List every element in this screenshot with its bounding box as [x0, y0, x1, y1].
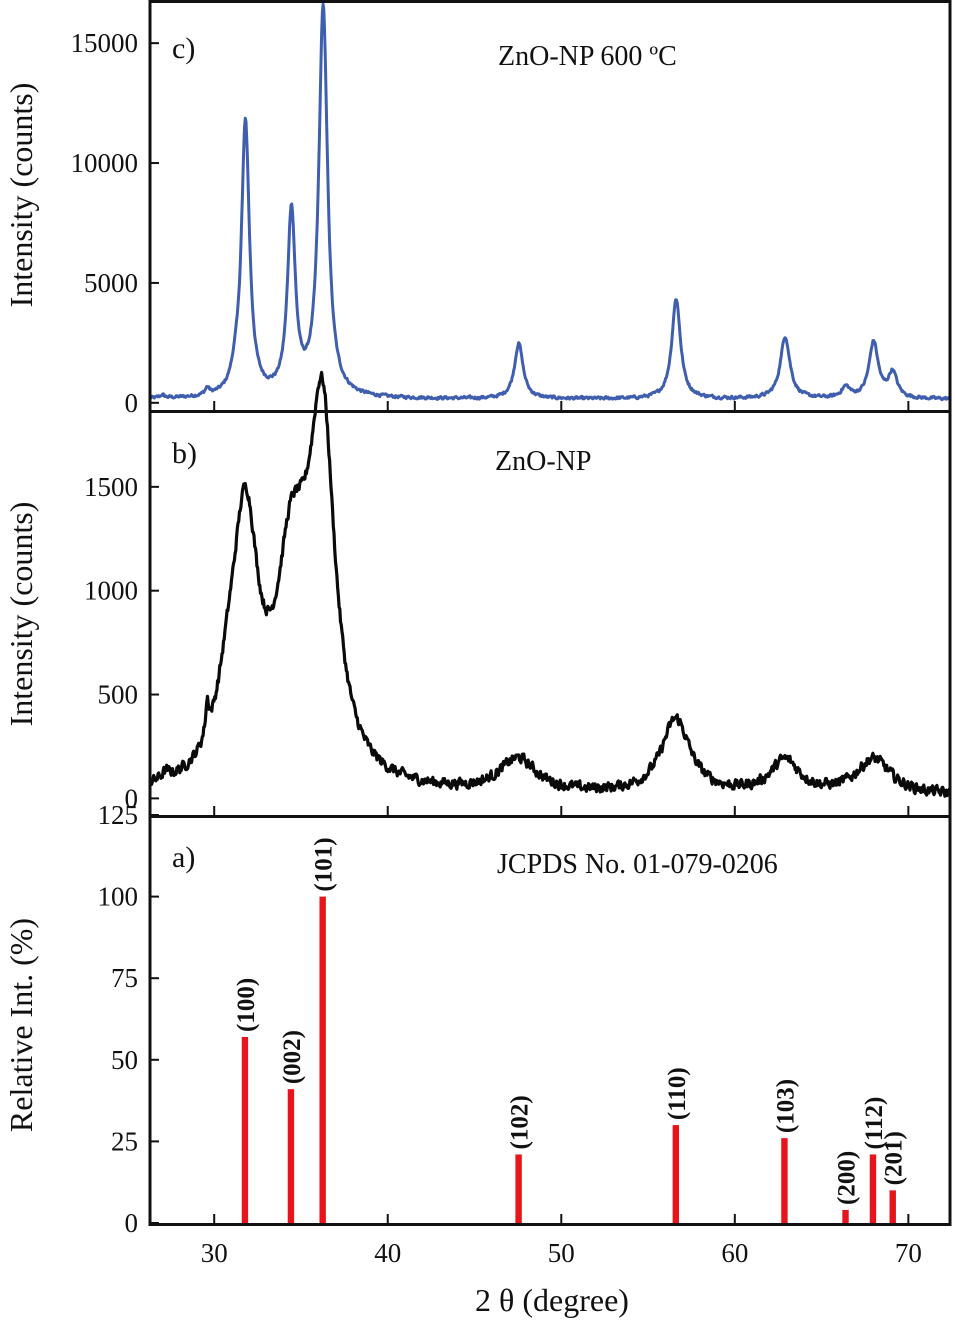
panel-c-y-ticks: 0 5000 10000 15000	[71, 28, 159, 418]
reference-bar-002	[287, 1089, 295, 1223]
panel-a-y-tick-label: 25	[111, 1126, 138, 1156]
x-tick-label: 70	[895, 1238, 922, 1268]
panel-b-y-tick-label: 1000	[84, 576, 138, 606]
panel-b-y-tick-label: 0	[125, 783, 139, 813]
x-tick-label: 60	[721, 1238, 748, 1268]
reference-bar-label: (103)	[772, 1079, 799, 1133]
panel-b-y-axis-title: Intensity (counts)	[3, 502, 39, 727]
reference-bar-101	[319, 896, 326, 1223]
panel-b-y-tick-label: 500	[98, 680, 139, 710]
x-tick-label: 50	[548, 1238, 575, 1268]
reference-bar-103	[781, 1138, 788, 1223]
x-tick-label: 40	[374, 1238, 401, 1268]
panel-b-zno-np: 0 500 1000 1500 b) ZnO-NP Intensity (counts…	[3, 370, 952, 818]
panel-c-y-axis-title: Intensity (counts)	[3, 83, 39, 308]
panel-b-series	[148, 370, 952, 798]
panel-a-y-ticks: 0 25 50 75 100 125	[98, 800, 159, 1238]
panel-a-frame	[148, 815, 952, 1226]
panel-b-y-tick-label: 1500	[84, 472, 138, 502]
panel-a-y-tick-label: 75	[111, 963, 138, 993]
panel-c-y-tick-label: 5000	[84, 268, 138, 298]
x-tick-label: 30	[201, 1238, 228, 1268]
reference-bar-102	[515, 1154, 522, 1223]
panel-c-title: ZnO-NP 600 ºC	[498, 41, 677, 72]
panel-a-y-tick-label: 0	[125, 1208, 139, 1238]
panel-c-y-tick-label: 10000	[71, 148, 139, 178]
reference-bar-112	[869, 1154, 877, 1223]
panel-c-letter: c)	[172, 32, 195, 65]
reference-bar-label: (200)	[834, 1151, 861, 1205]
panel-a-y-axis-title: Relative Int. (%)	[3, 918, 39, 1132]
panel-b-letter: b)	[172, 437, 197, 470]
reference-bar-label: (102)	[507, 1095, 534, 1149]
reference-bar-100	[241, 1036, 249, 1223]
x-axis-ticks: 30 40 50 60 70	[201, 401, 922, 1268]
panel-a-letter: a)	[172, 841, 195, 874]
panel-a-bars: (100) (002) (101) (102) (110) (103) (200)(112)…	[233, 837, 908, 1223]
reference-bar-200	[842, 1209, 849, 1223]
panel-c-y-tick-label: 0	[125, 388, 139, 418]
reference-bar-label: (110)	[664, 1067, 691, 1120]
panel-c-zno-np-600c: 0 5000 10000 15000 c) ZnO-NP 600 ºC Intensi…	[3, 0, 952, 418]
panel-b-xrd-line	[148, 370, 952, 798]
reference-bar-110	[672, 1125, 680, 1223]
x-axis-title: 2 θ (degree)	[475, 1282, 629, 1318]
panel-c-xrd-line	[148, 2, 952, 402]
panel-a-y-tick-label: 125	[98, 800, 139, 830]
panel-a-y-tick-label: 50	[111, 1045, 138, 1075]
reference-bar-label: (100)	[233, 978, 260, 1032]
reference-bar-label: (002)	[279, 1030, 306, 1084]
panel-c-series	[148, 2, 952, 402]
reference-bar-label: (112)	[861, 1097, 888, 1150]
panel-a-y-tick-label: 100	[98, 882, 139, 912]
panel-a-title: JCPDS No. 01-079-0206	[497, 849, 778, 880]
reference-bar-label: (101)	[311, 837, 338, 891]
reference-bar-201	[889, 1190, 896, 1223]
panel-b-y-ticks: 0 500 1000 1500	[84, 472, 159, 813]
panel-b-title: ZnO-NP	[495, 446, 591, 477]
reference-bar-label: (201)	[881, 1131, 908, 1185]
panel-c-y-tick-label: 15000	[71, 28, 139, 58]
